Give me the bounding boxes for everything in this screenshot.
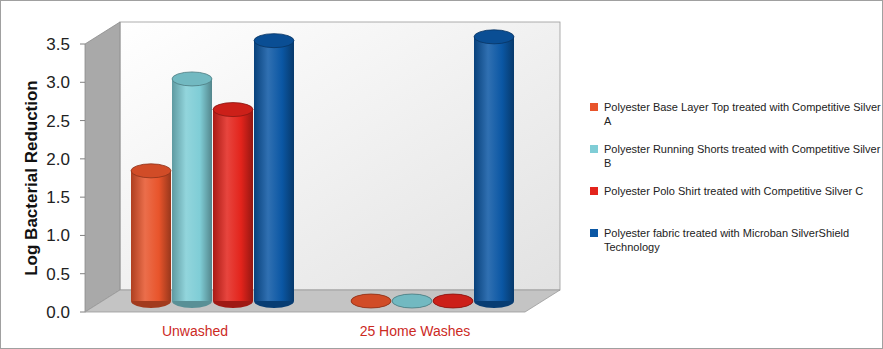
bar-body <box>131 171 171 301</box>
legend-swatch <box>590 103 598 111</box>
chart-root: 0.0 0.5 1.0 1.5 2.0 2.5 3.0 3.5 Log Bacterial Re… <box>0 0 883 349</box>
legend-item: Polyester fabric treated with Microban S… <box>590 226 883 254</box>
y-tick-label: 1.5 <box>46 188 70 207</box>
y-tick <box>80 312 85 313</box>
y-tick-label: 2.5 <box>46 112 70 131</box>
legend-swatch <box>590 187 598 195</box>
bar <box>392 294 432 308</box>
bar-top <box>351 294 391 308</box>
bar <box>474 30 514 308</box>
legend-swatch <box>590 145 598 153</box>
bar-base <box>433 294 473 308</box>
bar <box>131 164 171 308</box>
y-tick-label: 0.5 <box>46 265 70 284</box>
bar-top <box>433 294 473 308</box>
bar-base <box>392 294 432 308</box>
bar-body <box>254 41 294 301</box>
bar-top <box>254 34 294 48</box>
bar-top <box>474 30 514 44</box>
y-tick-label: 0.0 <box>46 303 70 322</box>
y-tick-label: 3.0 <box>46 73 70 92</box>
legend-label: Polyester fabric treated with Microban S… <box>604 227 849 253</box>
y-tick <box>80 158 85 159</box>
bar-top <box>213 103 253 117</box>
bar <box>433 294 473 308</box>
bar-top <box>131 164 171 178</box>
y-axis-label: Log Bacterial Reduction <box>22 80 41 276</box>
legend-label: Polyester Polo Shirt treated with Compet… <box>604 185 863 197</box>
x-tick-label: Unwashed <box>162 323 228 339</box>
frame <box>1 1 883 349</box>
y-tick <box>80 273 85 274</box>
bar-body <box>474 37 514 301</box>
legend-item: Polyester Polo Shirt treated with Compet… <box>590 184 883 198</box>
bar-top <box>392 294 432 308</box>
y-tick-label: 2.0 <box>46 150 70 169</box>
x-tick-label: 25 Home Washes <box>360 323 471 339</box>
bars <box>131 30 514 308</box>
y-tick-label: 1.0 <box>46 226 70 245</box>
bar-body <box>172 79 212 301</box>
chart-svg: 0.0 0.5 1.0 1.5 2.0 2.5 3.0 3.5 Log Bacterial Re… <box>0 0 883 349</box>
y-tick <box>80 197 85 198</box>
bar <box>254 34 294 308</box>
y-tick <box>80 82 85 83</box>
bar <box>351 294 391 308</box>
side-wall <box>85 22 120 312</box>
legend-label: Polyester Base Layer Top treated with Co… <box>604 101 881 127</box>
y-tick-label: 3.5 <box>46 35 70 54</box>
y-tick <box>80 44 85 45</box>
bar-base <box>351 294 391 308</box>
bar-body <box>213 110 253 301</box>
y-tick <box>80 120 85 121</box>
legend-swatch <box>590 229 598 237</box>
legend-label: Polyester Running Shorts treated with Co… <box>604 143 880 169</box>
legend-item: Polyester Base Layer Top treated with Co… <box>590 100 883 128</box>
y-tick <box>80 235 85 236</box>
bar-top <box>172 72 212 86</box>
legend-item: Polyester Running Shorts treated with Co… <box>590 142 883 170</box>
bar <box>213 103 253 308</box>
bar <box>172 72 212 308</box>
